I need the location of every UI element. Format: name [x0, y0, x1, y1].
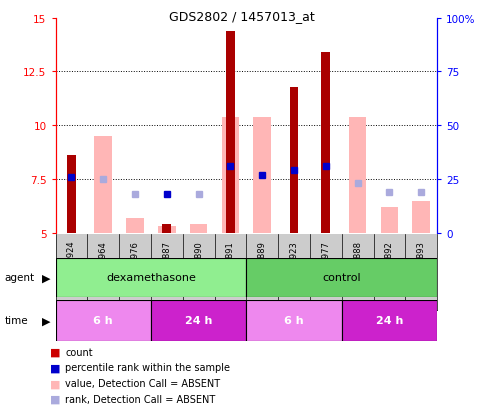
Text: percentile rank within the sample: percentile rank within the sample [65, 363, 230, 373]
Text: GSM185924: GSM185924 [67, 240, 76, 291]
Bar [56, 258, 246, 297]
Text: rank, Detection Call = ABSENT: rank, Detection Call = ABSENT [65, 394, 215, 404]
Text: time: time [5, 316, 28, 326]
Bar [158, 227, 176, 233]
Text: GSM185977: GSM185977 [321, 240, 330, 291]
Bar [254, 117, 271, 233]
Bar [222, 117, 239, 233]
Text: dexamethasone: dexamethasone [106, 273, 196, 283]
Text: ▶: ▶ [42, 273, 50, 283]
Bar [246, 258, 437, 297]
Bar [381, 208, 398, 233]
Text: 6 h: 6 h [93, 316, 113, 326]
Text: count: count [65, 347, 93, 357]
Text: ▶: ▶ [42, 316, 50, 326]
Bar [246, 301, 342, 341]
Bar [151, 301, 246, 341]
Text: control: control [323, 273, 361, 283]
Bar [190, 225, 207, 233]
Text: GSM185976: GSM185976 [130, 240, 140, 291]
Bar [321, 53, 330, 233]
Text: ■: ■ [50, 378, 61, 388]
Bar [412, 201, 430, 233]
Text: 6 h: 6 h [284, 316, 304, 326]
Text: GSM185890: GSM185890 [194, 240, 203, 291]
Text: GSM185889: GSM185889 [258, 240, 267, 291]
Bar [226, 31, 235, 233]
Text: 24 h: 24 h [185, 316, 213, 326]
Bar [162, 225, 171, 233]
Text: ■: ■ [50, 347, 61, 357]
Text: GSM185892: GSM185892 [385, 240, 394, 291]
Text: GSM185964: GSM185964 [99, 240, 108, 291]
Bar [126, 218, 144, 233]
Text: GSM185887: GSM185887 [162, 240, 171, 291]
Bar [56, 301, 151, 341]
Bar [349, 117, 367, 233]
Text: agent: agent [5, 273, 35, 283]
Text: ■: ■ [50, 394, 61, 404]
Text: GDS2802 / 1457013_at: GDS2802 / 1457013_at [169, 10, 314, 23]
Text: value, Detection Call = ABSENT: value, Detection Call = ABSENT [65, 378, 220, 388]
Bar [290, 87, 298, 233]
Text: 24 h: 24 h [376, 316, 403, 326]
Bar [67, 156, 76, 233]
Text: GSM185888: GSM185888 [353, 240, 362, 291]
Text: GSM185893: GSM185893 [417, 240, 426, 291]
Text: ■: ■ [50, 363, 61, 373]
Bar [95, 137, 112, 233]
Bar [342, 301, 437, 341]
Text: GSM185923: GSM185923 [289, 240, 298, 291]
Text: GSM185891: GSM185891 [226, 240, 235, 291]
